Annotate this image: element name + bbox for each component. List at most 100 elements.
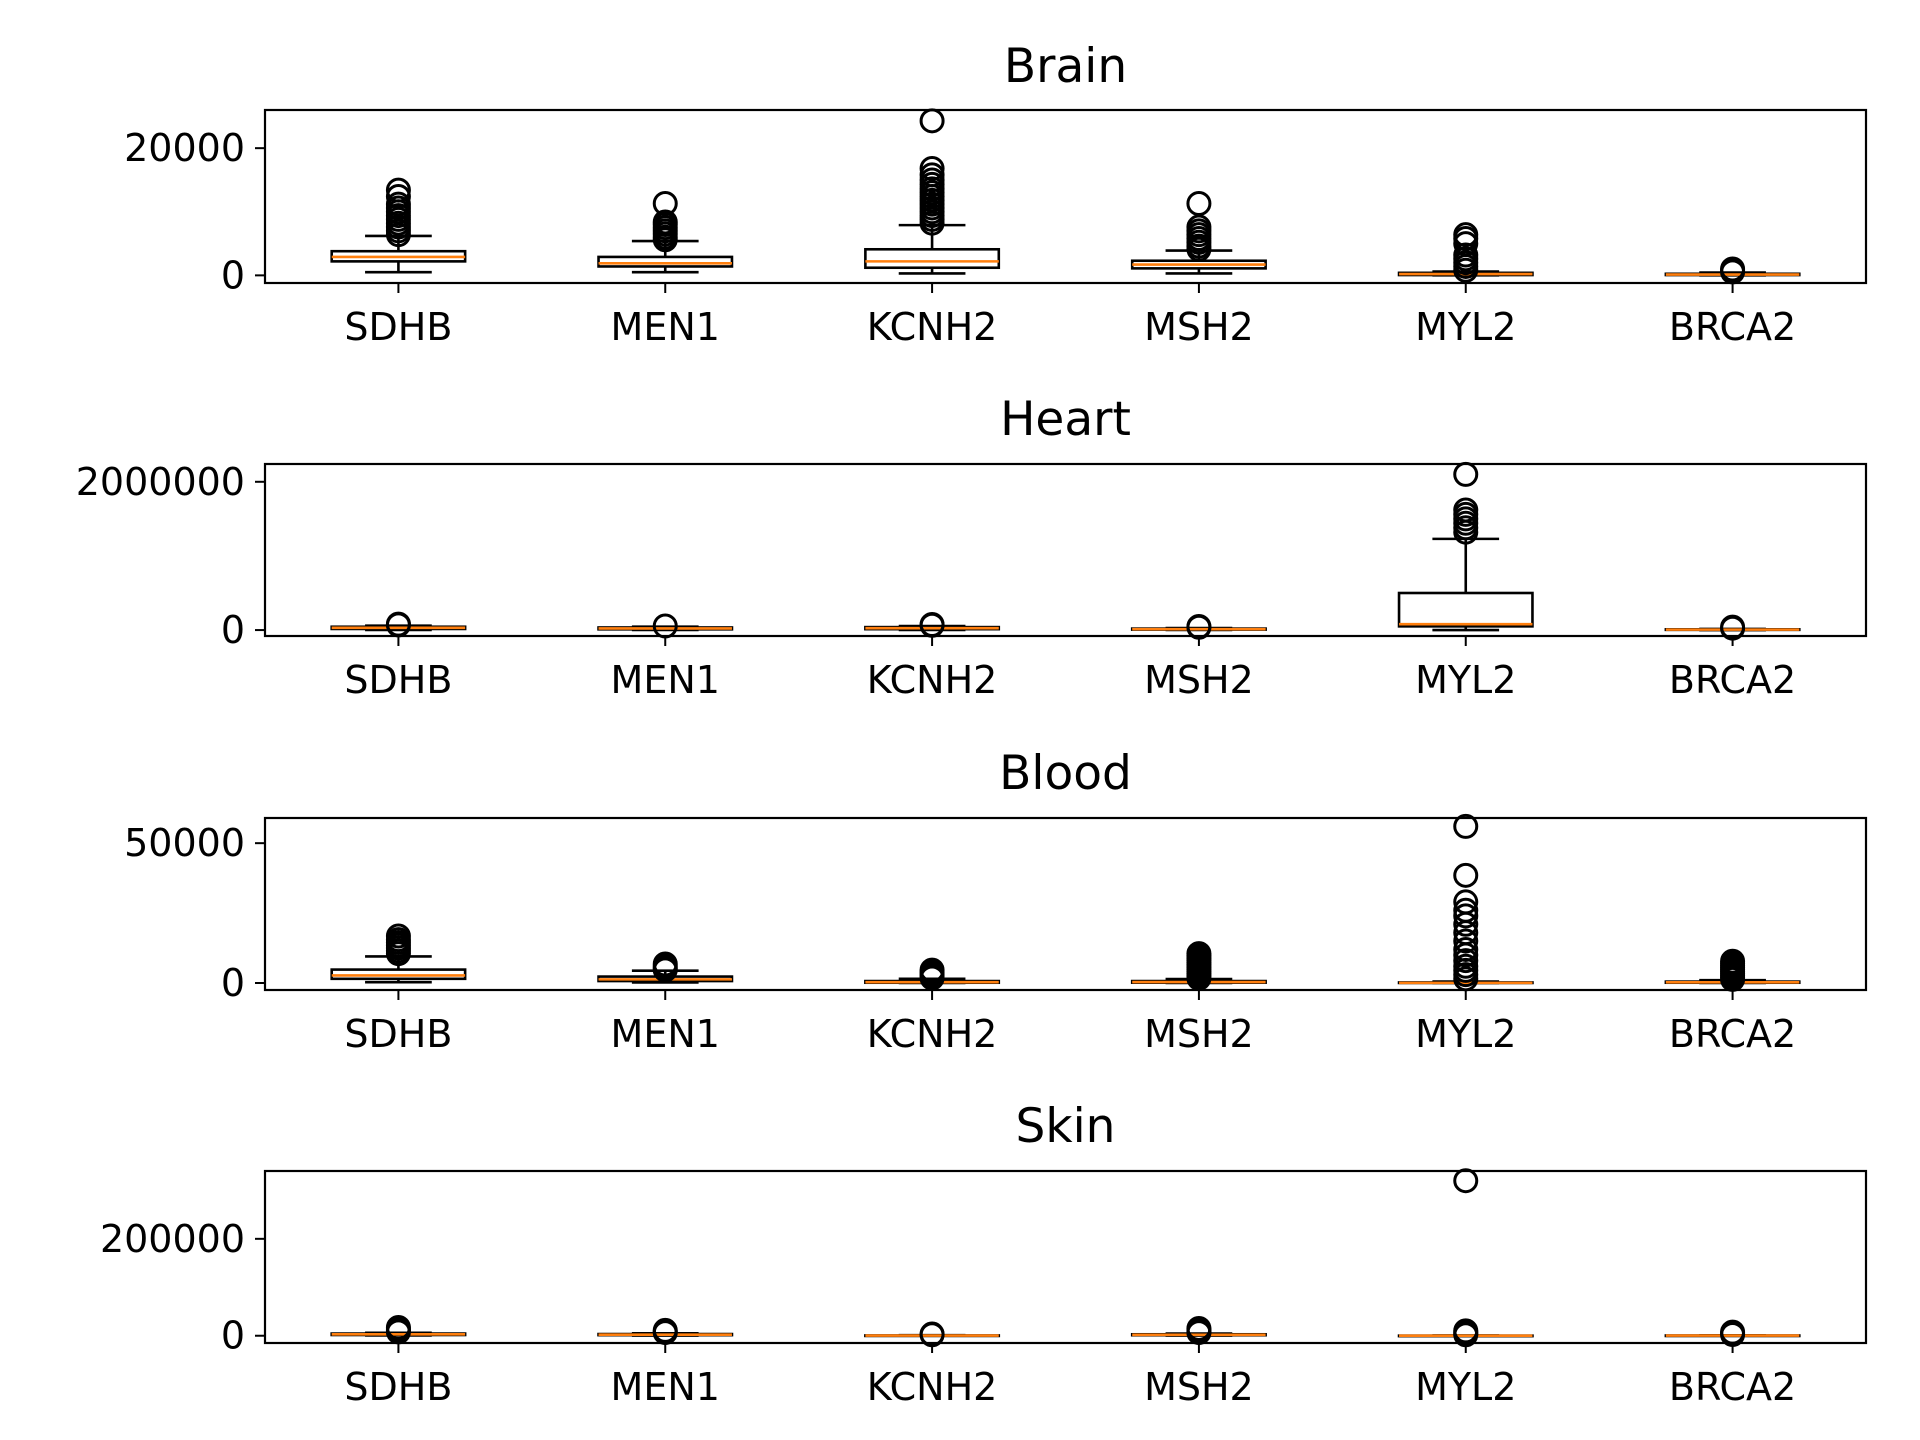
outlier-point [652,190,678,216]
box-myl2 [1397,222,1534,283]
x-tick-label: MYL2 [1415,658,1516,702]
outlier-point [652,1317,678,1343]
box-myl2 [1397,461,1534,632]
outlier-point [1453,1168,1479,1194]
outlier-point [1186,190,1212,216]
panel-title: Skin [1016,1099,1116,1154]
x-tick-label: KCNH2 [867,1012,998,1056]
box-msh2 [1130,1315,1267,1346]
box-brca2 [1664,1319,1801,1348]
y-tick-label: 0 [221,961,245,1005]
outlier-point [385,611,411,637]
outlier-point [1720,256,1746,282]
panel-title: Blood [999,746,1132,801]
y-tick-label: 0 [221,608,245,652]
x-tick-label: MEN1 [611,1365,720,1409]
box-iqr [864,247,1001,270]
panel-heart: Heart 0 2000000 SDHB MEN1 KCNH2 MSH2 MYL2 BRCA2 [76,392,1868,702]
x-tick-label: SDHB [344,658,452,702]
box-iqr [597,255,734,268]
outlier-point [919,108,945,134]
box-sdhb [330,923,467,984]
x-tick-label: MEN1 [611,305,720,349]
outlier-point [385,1314,411,1340]
panel-title: Brain [1004,39,1127,94]
box-sdhb [330,177,467,274]
outlier-point [1453,936,1479,962]
y-tick-label: 0 [221,253,245,297]
x-tick-label: MEN1 [611,658,720,702]
x-tick-label: SDHB [344,305,452,349]
outlier-point [1453,242,1479,268]
y-tick-label: 0 [221,1314,245,1358]
outlier-point [385,184,411,209]
x-tick-label: KCNH2 [867,658,998,702]
outlier-point [1720,948,1746,974]
x-tick-label: MEN1 [611,1012,720,1056]
box-msh2 [1130,614,1267,640]
outlier-point [919,612,945,638]
x-tick-label: MSH2 [1144,1012,1254,1056]
axes-frame [263,1169,1868,1345]
x-tick-label: BRCA2 [1669,1012,1796,1056]
outlier-point [1186,614,1212,640]
box-men1 [597,613,734,639]
axes-frame [263,108,1868,285]
x-tick-label: BRCA2 [1669,658,1796,702]
outlier-point [1186,941,1212,967]
box-sdhb [330,611,467,638]
outlier-point [1453,928,1479,954]
outlier-point [1453,897,1479,923]
outlier-point [919,162,945,188]
axes-frame [263,816,1868,992]
outlier-point [919,957,945,983]
box-iqr [1397,591,1534,628]
outlier-point [1453,813,1479,839]
box-msh2 [1130,190,1267,275]
outlier-point [652,951,678,977]
outlier-point [1453,889,1479,915]
x-tick-label: MYL2 [1415,1365,1516,1409]
x-tick-label: MSH2 [1144,1365,1254,1409]
outlier-point [1453,222,1479,248]
box-brca2 [1664,948,1801,992]
outlier-point [1186,1315,1212,1341]
box-men1 [597,951,734,984]
outlier-point [385,191,411,217]
y-tick-label: 20000 [124,126,245,170]
x-tick-label: KCNH2 [867,305,998,349]
box-sdhb [330,1314,467,1345]
outlier-point [1453,1318,1479,1344]
outlier-point [652,209,678,235]
box-myl2 [1397,813,1534,992]
outlier-point [1186,214,1212,240]
x-tick-label: BRCA2 [1669,1365,1796,1409]
panel-skin: Skin 0 200000 SDHB MEN1 KCNH2 MSH2 MYL2 BRCA2 [100,1099,1868,1409]
panel-blood: Blood 0 50000 SDHB MEN1 KCNH2 MSH2 MYL2 BRCA2 [124,746,1868,1056]
outlier-point [1720,614,1746,640]
x-tick-label: MYL2 [1415,305,1516,349]
x-tick-label: MYL2 [1415,1012,1516,1056]
outlier-point [1453,497,1479,523]
box-kcnh2 [864,108,1001,275]
outlier-point [919,156,945,182]
x-tick-label: KCNH2 [867,1365,998,1409]
box-brca2 [1664,256,1801,285]
x-tick-label: MSH2 [1144,305,1254,349]
box-kcnh2 [864,612,1001,638]
y-tick-label: 200000 [100,1217,245,1261]
y-tick-label: 50000 [124,821,245,865]
x-tick-label: BRCA2 [1669,305,1796,349]
panel-title: Heart [1000,392,1131,447]
outlier-point [385,177,411,203]
y-tick-label: 2000000 [76,460,245,504]
outlier-point [1453,862,1479,888]
panel-brain: Brain 0 20000 SDHB MEN1 KCNH2 MSH2 MYL2 BRCA2 [124,39,1868,349]
outlier-point [385,923,411,949]
x-tick-label: MSH2 [1144,658,1254,702]
box-myl2 [1397,1168,1534,1348]
x-tick-label: SDHB [344,1012,452,1056]
box-kcnh2 [864,957,1001,991]
x-tick-label: SDHB [344,1365,452,1409]
